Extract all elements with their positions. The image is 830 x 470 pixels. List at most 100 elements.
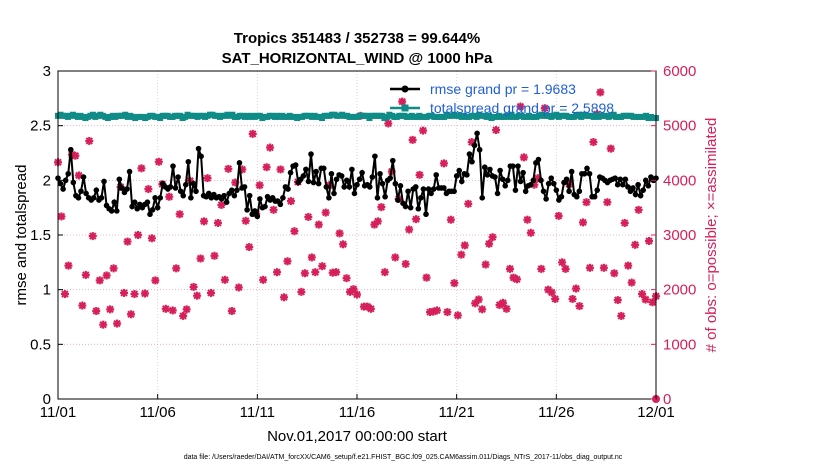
- obs-point: [631, 240, 640, 249]
- obs-point-stroke: [627, 278, 636, 287]
- rmse-point: [236, 160, 243, 166]
- rmse-point: [310, 179, 317, 186]
- obs-point: [419, 126, 428, 135]
- y-tick-label: 0.5: [30, 336, 51, 353]
- rmse-point: [167, 184, 174, 190]
- rmse-point: [630, 185, 636, 191]
- obs-point-stroke: [148, 234, 156, 242]
- obs-point-stroke: [648, 298, 657, 306]
- rmse-point: [251, 208, 258, 214]
- obs-point-stroke: [57, 212, 66, 221]
- obs-point: [78, 301, 87, 310]
- obs-point: [321, 208, 330, 217]
- obs-point: [220, 275, 229, 284]
- obs-point: [210, 251, 219, 260]
- rmse-point: [415, 205, 422, 212]
- obs-point: [273, 268, 282, 277]
- obs-point: [300, 269, 309, 278]
- obs-point-stroke: [210, 252, 219, 260]
- rmse-point: [134, 205, 141, 212]
- obs-point-stroke: [447, 215, 455, 224]
- rmse-point: [527, 181, 534, 188]
- obs-point: [401, 259, 410, 268]
- rmse-point: [349, 166, 355, 173]
- obs-point: [519, 153, 528, 162]
- obs-point: [606, 144, 615, 153]
- rmse-point: [231, 192, 238, 199]
- rmse-point: [395, 197, 401, 203]
- obs-point-stroke: [245, 243, 253, 251]
- obs-point-stroke: [443, 308, 452, 316]
- obs-point: [450, 279, 459, 288]
- obs-point-stroke: [551, 295, 559, 303]
- obs-point: [189, 282, 198, 291]
- rmse-point: [257, 196, 263, 202]
- obs-point-stroke: [474, 295, 483, 304]
- obs-point: [318, 262, 327, 271]
- rmse-point: [308, 151, 314, 157]
- obs-point: [248, 129, 257, 138]
- rmse-point: [244, 207, 250, 213]
- rmse-point: [492, 174, 498, 180]
- rmse-point: [433, 172, 440, 178]
- rmse-point: [494, 190, 501, 197]
- rmse-point: [154, 204, 161, 211]
- rmse-point: [430, 186, 437, 192]
- x-tick-label: 11/01: [40, 404, 76, 421]
- obs-point-stroke: [64, 261, 73, 270]
- obs-point: [127, 310, 136, 319]
- rmse-series: [55, 130, 659, 220]
- obs-point-stroke: [287, 197, 295, 205]
- obs-point: [617, 311, 626, 320]
- rmse-point: [402, 203, 409, 210]
- obs-point-stroke: [457, 250, 466, 259]
- obs-point: [234, 283, 243, 292]
- obs-point-stroke: [189, 283, 198, 291]
- rmse-point: [622, 176, 629, 183]
- obs-point: [516, 102, 525, 111]
- rmse-point: [530, 177, 537, 184]
- rmse-point: [315, 180, 322, 187]
- obs-point-stroke: [634, 206, 643, 214]
- rmse-point: [356, 176, 363, 183]
- rmse-point: [359, 169, 365, 176]
- rmse-point: [377, 170, 383, 177]
- rmse-point: [476, 146, 483, 153]
- obs-point-stroke: [422, 273, 431, 282]
- obs-point: [259, 275, 268, 284]
- obs-point: [99, 320, 108, 329]
- obs-point: [582, 198, 591, 207]
- obs-point: [175, 210, 184, 219]
- rmse-point: [471, 142, 478, 149]
- rmse-point: [369, 174, 376, 180]
- obs-point-stroke: [586, 264, 594, 272]
- obs-point: [140, 289, 149, 298]
- rmse-point: [387, 175, 394, 181]
- obs-point: [554, 211, 563, 220]
- y-right-tick-label: 0: [663, 391, 671, 408]
- obs-point-stroke: [377, 203, 386, 211]
- rmse-point: [152, 195, 158, 201]
- obs-point: [599, 263, 608, 272]
- obs-point-stroke: [127, 310, 135, 318]
- rmse-point: [129, 203, 135, 210]
- obs-point-stroke: [96, 276, 104, 285]
- rmse-point: [515, 163, 521, 169]
- x-axis-label: Nov.01,2017 00:00:00 start: [267, 428, 448, 445]
- rmse-point: [83, 190, 89, 197]
- obs-point-stroke: [461, 241, 469, 250]
- obs-point-stroke: [113, 319, 121, 328]
- rmse-point: [80, 174, 87, 180]
- obs-point: [412, 215, 421, 224]
- obs-point: [95, 276, 104, 285]
- obs-point-stroke: [433, 306, 441, 315]
- rmse-point: [412, 184, 419, 190]
- rmse-point: [456, 167, 463, 174]
- legend: rmse grand pr = 1.9683 totalspread grand…: [390, 81, 614, 116]
- rmse-point: [642, 177, 649, 184]
- obs-point: [297, 287, 306, 296]
- obs-point: [64, 261, 73, 270]
- obs-point: [85, 136, 94, 145]
- obs-point: [540, 104, 549, 113]
- rmse-point: [182, 181, 189, 188]
